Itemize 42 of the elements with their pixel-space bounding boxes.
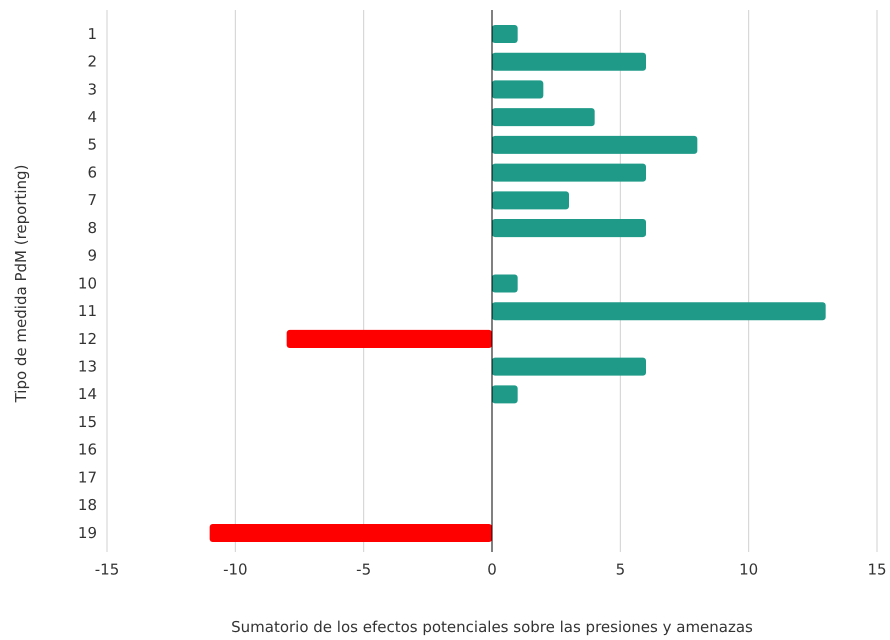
x-axis-title: Sumatorio de los efectos potenciales sobre las presiones y amenazas — [231, 618, 754, 636]
y-tick-label: 18 — [78, 496, 97, 514]
y-tick-label: 16 — [78, 440, 97, 459]
y-tick-label: 1 — [87, 24, 97, 43]
x-tick-label: 15 — [867, 560, 887, 579]
y-tick-label: 19 — [78, 524, 97, 542]
y-tick-label: 9 — [87, 246, 97, 265]
bar — [492, 164, 646, 182]
bar — [492, 302, 826, 320]
bar — [492, 52, 646, 71]
bar — [492, 219, 646, 238]
bar — [210, 524, 492, 542]
y-tick-label: 11 — [78, 302, 97, 320]
y-tick-label: 14 — [78, 385, 97, 404]
bar — [492, 136, 698, 154]
bar — [492, 358, 646, 376]
y-axis-title: Tipo de medida PdM (reporting) — [12, 164, 30, 404]
y-tick-label: 8 — [87, 218, 97, 237]
y-tick-label: 4 — [87, 108, 97, 126]
bar — [286, 330, 492, 348]
y-tick-label: 13 — [78, 357, 97, 376]
x-tick-label: 10 — [739, 560, 758, 579]
bar — [492, 191, 569, 210]
x-tick-label: -5 — [356, 560, 372, 579]
y-tick-label: 17 — [78, 468, 97, 486]
y-tick-label: 10 — [78, 274, 97, 292]
x-tick-label: 0 — [487, 560, 497, 579]
x-tick-label: 5 — [616, 560, 626, 579]
y-tick-label: 7 — [87, 191, 97, 210]
x-tick-label: -10 — [223, 560, 248, 579]
y-tick-label: 12 — [78, 330, 97, 348]
bar — [492, 274, 518, 293]
y-tick-label: 6 — [87, 163, 97, 182]
y-tick-label: 2 — [87, 52, 97, 71]
bar — [492, 108, 595, 126]
y-tick-label: 5 — [87, 136, 97, 154]
y-tick-label: 15 — [78, 412, 97, 431]
bar — [492, 80, 544, 98]
y-tick-label: 3 — [87, 80, 97, 98]
x-tick-label: -15 — [94, 560, 120, 579]
bar — [492, 385, 518, 404]
bar — [492, 24, 518, 44]
